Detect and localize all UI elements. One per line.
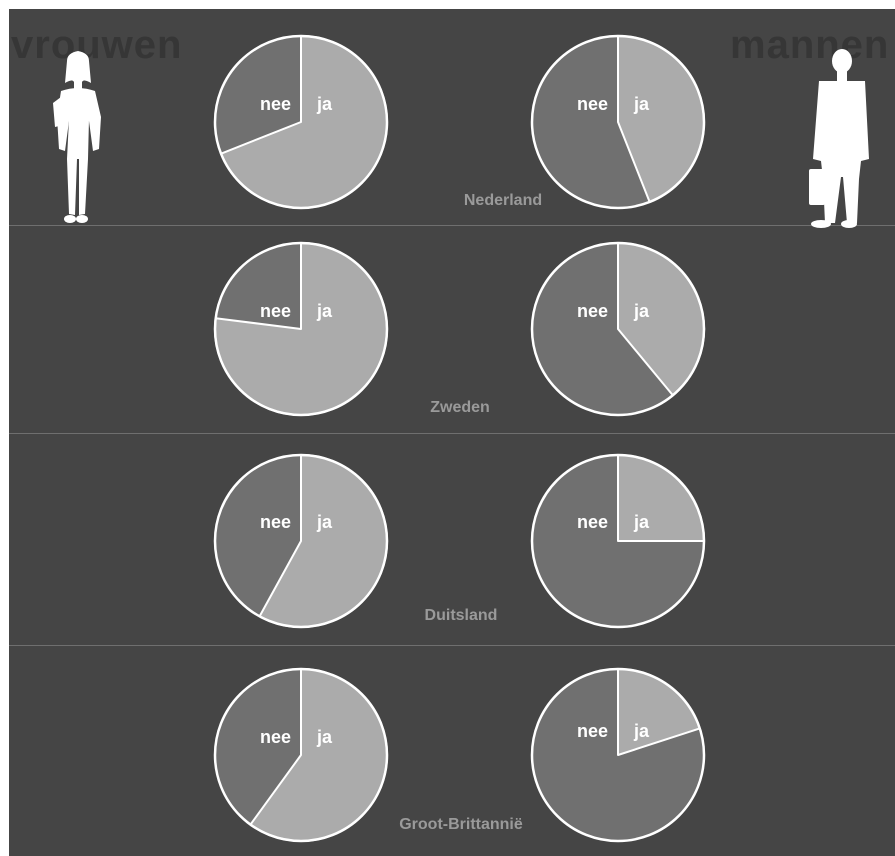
pie-label-ja: ja xyxy=(316,94,333,114)
header-men: mannen xyxy=(730,23,890,67)
pie-mannen-0: ja nee xyxy=(530,34,706,210)
country-label: Zweden xyxy=(430,399,490,416)
row-divider xyxy=(9,433,895,434)
woman-silhouette-icon xyxy=(53,51,101,223)
pie-vrouwen-2: ja nee xyxy=(213,453,389,629)
pie-label-nee: nee xyxy=(577,512,608,532)
pie-outline xyxy=(213,241,389,417)
pie-label-ja: ja xyxy=(316,512,333,532)
pie-label-ja: ja xyxy=(633,721,650,741)
pie-label-nee: nee xyxy=(260,512,291,532)
pie-mannen-1: ja nee xyxy=(530,241,706,417)
row-divider xyxy=(9,645,895,646)
pie-label-nee: nee xyxy=(260,301,291,321)
pie-outline xyxy=(530,241,706,417)
pie-outline xyxy=(530,34,706,210)
pie-outline xyxy=(530,667,706,843)
pie-vrouwen-0: ja nee xyxy=(213,34,389,210)
pie-label-nee: nee xyxy=(577,721,608,741)
header-women: vrouwen xyxy=(11,23,183,67)
pie-outline xyxy=(530,453,706,629)
pie-outline xyxy=(213,453,389,629)
pie-label-ja: ja xyxy=(316,727,333,747)
country-label: Groot-Brittannië xyxy=(399,816,523,833)
pie-outline xyxy=(213,667,389,843)
pie-vrouwen-3: ja nee xyxy=(213,667,389,843)
pie-label-ja: ja xyxy=(633,94,650,114)
chart-canvas: vrouwen mannen ja nee ja nee ja nee ja nee ja nee… xyxy=(9,9,895,856)
pie-charts: ja nee ja nee ja nee ja nee ja nee ja nee ja nee ja nee… xyxy=(53,34,869,843)
pie-label-nee: nee xyxy=(577,94,608,114)
pie-label-nee: nee xyxy=(577,301,608,321)
country-label: Duitsland xyxy=(425,607,498,624)
pie-mannen-2: ja nee xyxy=(530,453,706,629)
pie-outline xyxy=(213,34,389,210)
row-divider xyxy=(9,225,895,226)
pie-label-ja: ja xyxy=(633,512,650,532)
pie-vrouwen-1: ja nee xyxy=(213,241,389,417)
pie-mannen-3: ja nee xyxy=(530,667,706,843)
country-label: Nederland xyxy=(464,192,542,209)
pie-label-ja: ja xyxy=(633,301,650,321)
pie-label-ja: ja xyxy=(316,301,333,321)
man-silhouette-icon xyxy=(809,49,869,228)
pie-label-nee: nee xyxy=(260,94,291,114)
pie-label-nee: nee xyxy=(260,727,291,747)
